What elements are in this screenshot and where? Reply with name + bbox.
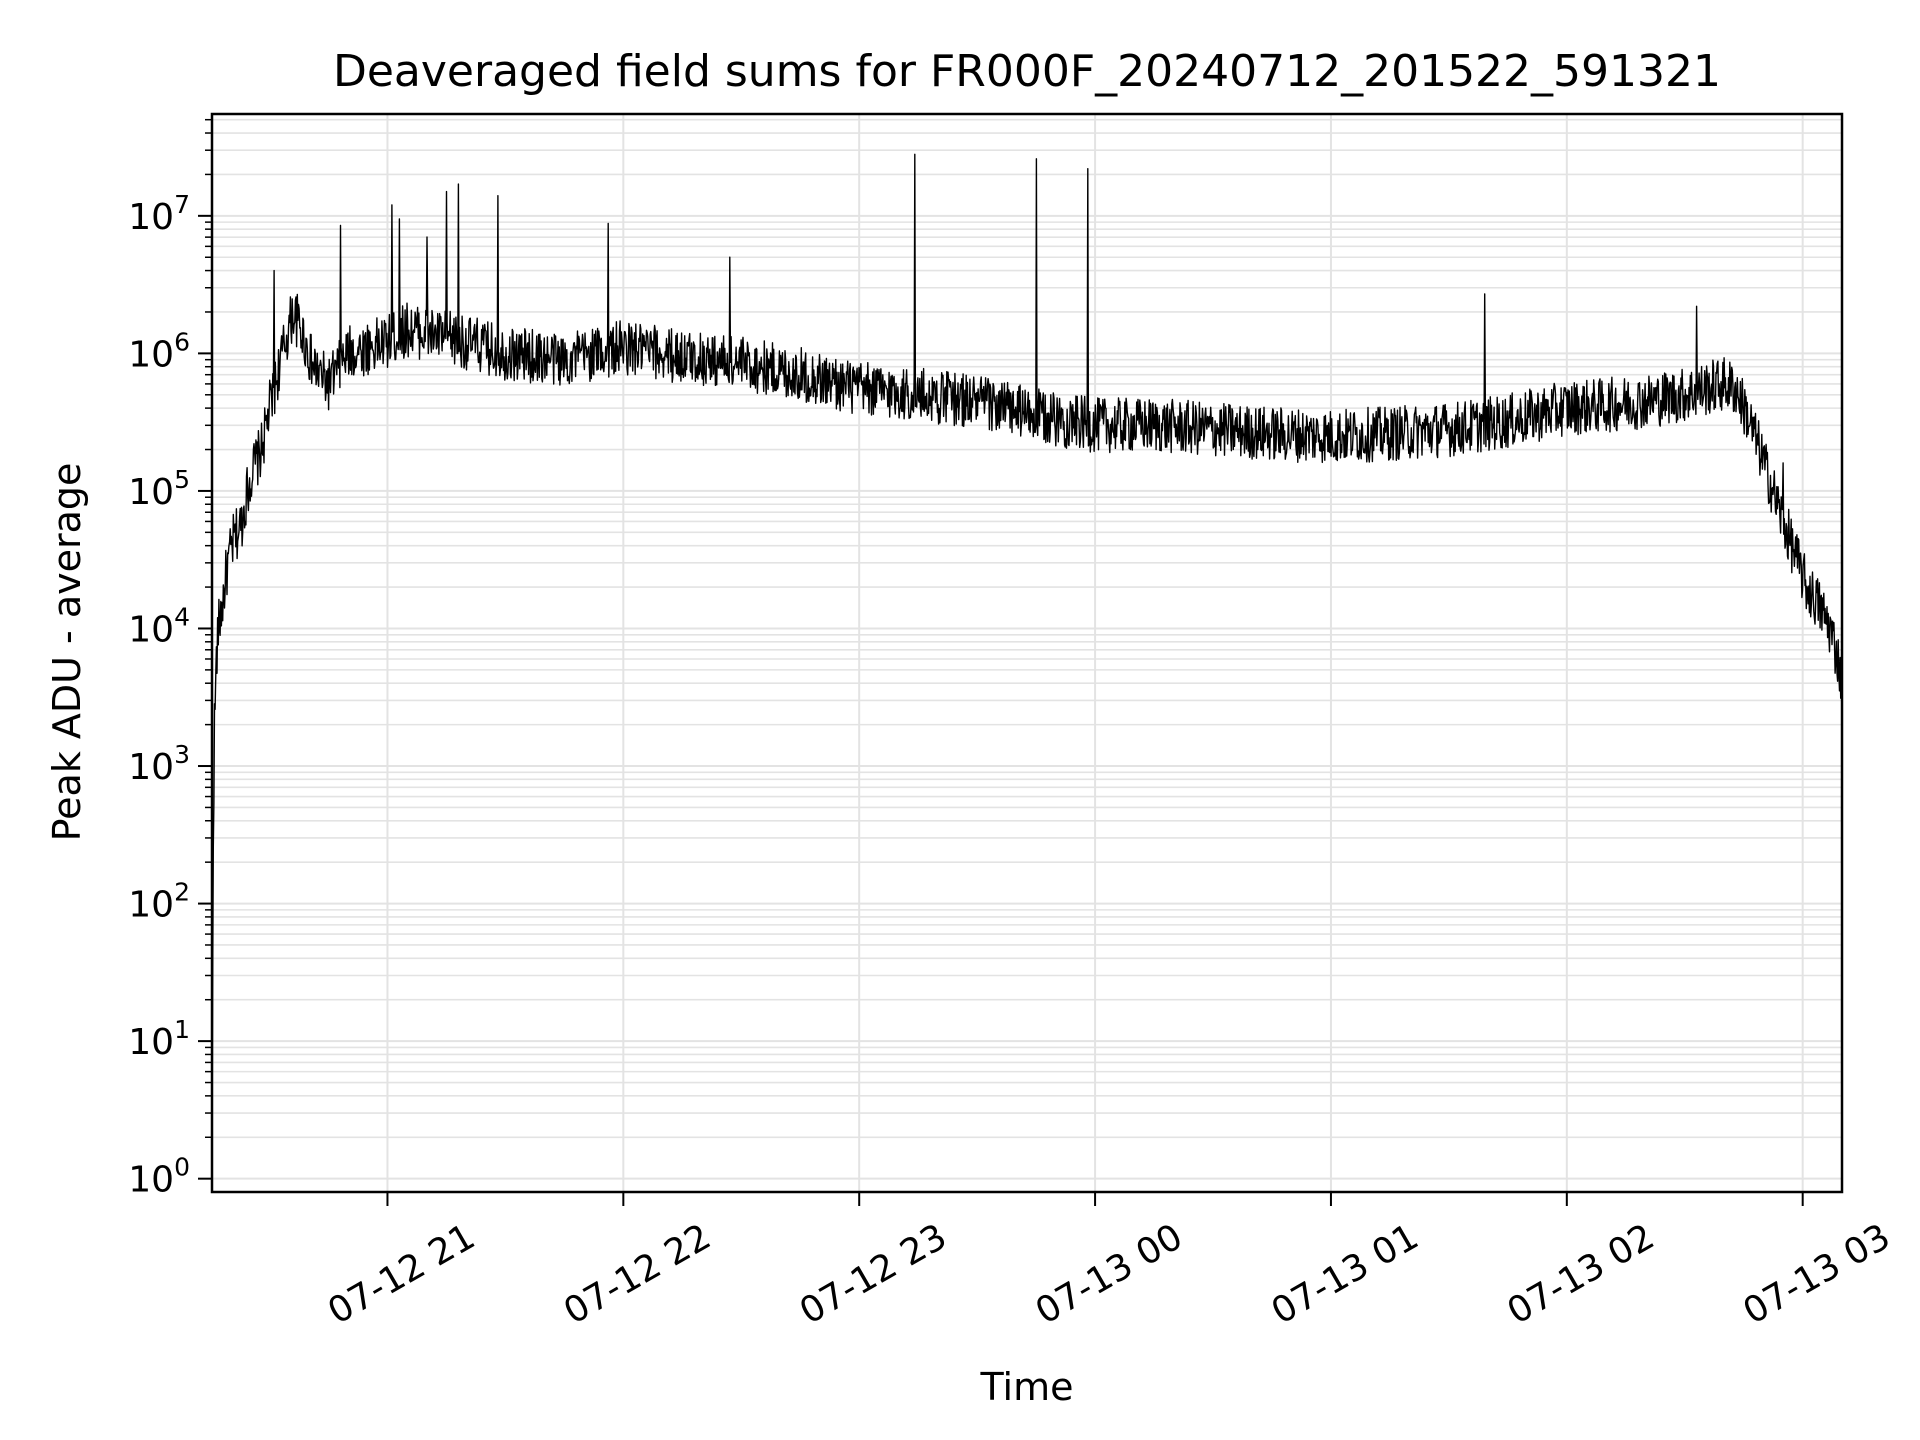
plot-frame [210,112,1844,1194]
y-axis-label: Peak ADU - average [45,463,89,842]
y-tick-label: 105 [128,465,190,513]
series-group [212,153,1842,1166]
chart-title: Deaveraged field sums for FR000F_2024071… [333,46,1721,97]
x-axis-label: Time [980,1365,1074,1409]
y-tick-label: 100 [128,1153,190,1201]
y-tick-label: 103 [128,740,190,788]
y-tick-label: 102 [128,878,190,926]
grid [212,114,1842,1192]
y-tick-label: 106 [128,327,190,375]
y-tick-label: 101 [128,1015,190,1063]
y-tick-label: 104 [128,602,190,650]
y-tick-label: 107 [128,190,190,238]
series-line [212,153,1842,1166]
